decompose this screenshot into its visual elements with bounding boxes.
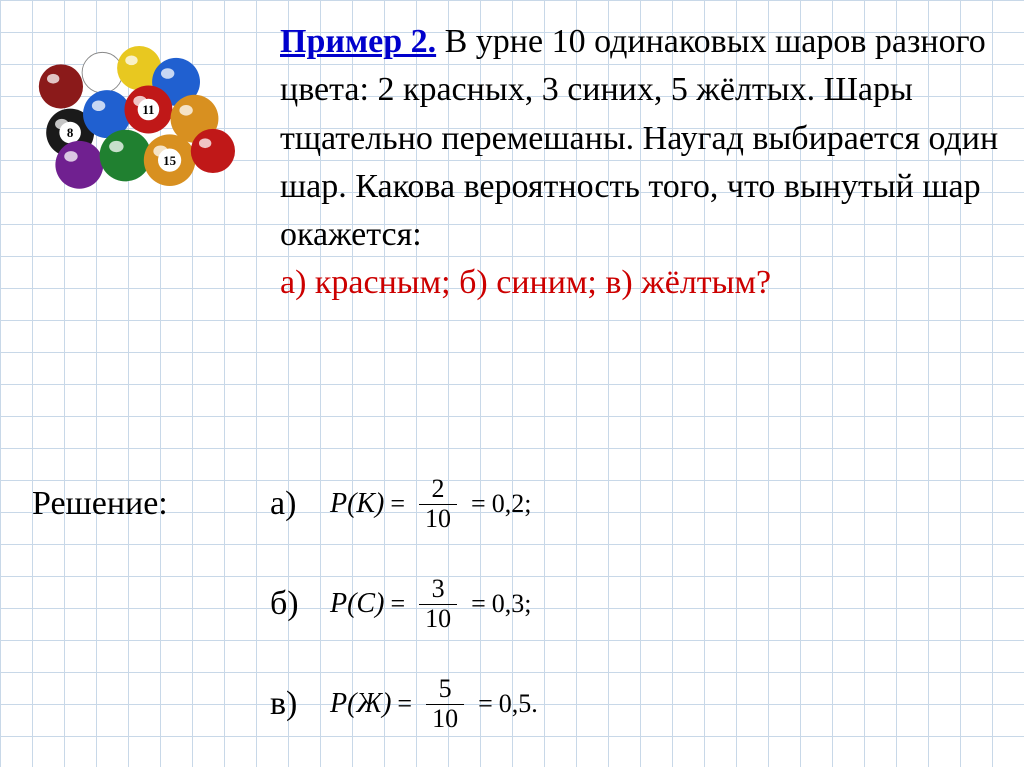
fraction-c: 5 10: [426, 675, 464, 733]
p-variable-a: P(К): [330, 488, 384, 520]
equals-sign: =: [471, 589, 486, 619]
formula-b: P(С) = 3 10 = 0,3;: [330, 575, 532, 633]
fraction-a: 2 10: [419, 475, 457, 533]
problem-statement: Пример 2. В урне 10 одинаковых шаров раз…: [280, 18, 1004, 308]
equals-sign: =: [471, 489, 486, 519]
svg-text:15: 15: [163, 154, 176, 168]
denominator-a: 10: [419, 504, 457, 534]
denominator-c: 10: [426, 704, 464, 734]
billiard-balls-image: 8 11 15: [10, 22, 250, 197]
solution-label: Решение:: [32, 485, 168, 523]
numerator-c: 5: [433, 675, 458, 704]
example-title: Пример 2.: [280, 23, 436, 60]
fraction-b: 3 10: [419, 575, 457, 633]
solution-row-b: б) P(С) = 3 10 = 0,3;: [270, 575, 532, 633]
equals-sign: =: [397, 689, 412, 719]
equals-sign: =: [390, 489, 405, 519]
denominator-b: 10: [419, 604, 457, 634]
numerator-a: 2: [426, 475, 451, 504]
formula-a: P(К) = 2 10 = 0,2;: [330, 475, 531, 533]
p-variable-b: P(С): [330, 588, 384, 620]
svg-text:11: 11: [142, 103, 154, 117]
solution-row-a: а) P(К) = 2 10 = 0,2;: [270, 475, 531, 533]
option-letter-b: б): [270, 585, 330, 623]
option-letter-c: в): [270, 685, 330, 723]
svg-text:8: 8: [67, 126, 74, 140]
numerator-b: 3: [426, 575, 451, 604]
problem-options: а) красным; б) синим; в) жёлтым?: [280, 264, 771, 301]
solution-row-c: в) P(Ж) = 5 10 = 0,5.: [270, 675, 538, 733]
formula-c: P(Ж) = 5 10 = 0,5.: [330, 675, 538, 733]
option-letter-a: а): [270, 485, 330, 523]
p-variable-c: P(Ж): [330, 688, 391, 720]
equals-sign: =: [390, 589, 405, 619]
result-c: 0,5.: [499, 689, 538, 719]
result-a: 0,2;: [492, 489, 532, 519]
equals-sign: =: [478, 689, 493, 719]
result-b: 0,3;: [492, 589, 532, 619]
